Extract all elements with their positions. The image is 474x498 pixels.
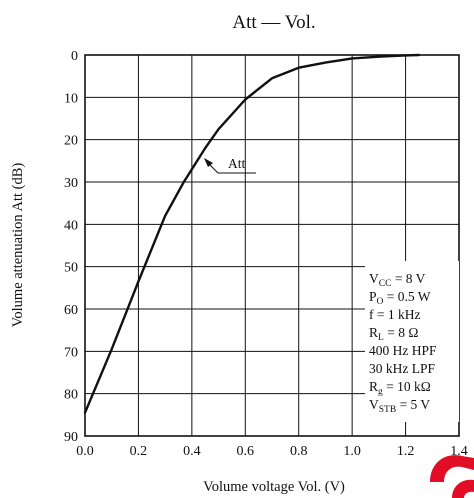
annotation-leader (205, 160, 256, 174)
y-tick-label: 10 (64, 91, 78, 106)
y-tick-label: 30 (64, 176, 78, 191)
condition-line: PO = 0.5 W (369, 289, 431, 307)
y-tick-label: 60 (64, 303, 78, 318)
x-tick-label: 0.6 (237, 444, 255, 459)
annotation-label: Att (228, 156, 246, 171)
x-tick-label: 0.4 (183, 444, 201, 459)
y-axis-label: Volume attenuation Att (dB) (10, 163, 26, 328)
y-tick-label: 80 (64, 388, 78, 403)
x-tick-label: 1.0 (343, 444, 361, 459)
conditions-box: VCC = 8 VPO = 0.5 Wf = 1 kHz RL = 8 Ω400 … (365, 261, 459, 422)
y-axis-ticks: 0 10 20 30 40 50 60 70 80 90 (64, 49, 78, 445)
plot-frame (84, 54, 460, 437)
annotation-arrowhead (204, 158, 213, 167)
watermark-logo (430, 455, 474, 498)
x-tick-label: 0.2 (130, 444, 148, 459)
y-tick-label: 40 (64, 218, 78, 233)
x-axis-ticks: 0.0 0.2 0.4 0.6 0.8 1.0 1.2 1.4 (76, 444, 468, 459)
condition-line: VCC = 8 V (369, 271, 426, 289)
y-tick-label: 90 (64, 430, 78, 445)
x-tick-label: 0.8 (290, 444, 308, 459)
x-tick-label: 1.2 (397, 444, 415, 459)
conditions-box-bg (365, 261, 459, 422)
chart-title: Att — Vol. (232, 12, 315, 33)
condition-line: VSTB = 5 V (369, 397, 430, 415)
series-line-att (83, 53, 421, 414)
condition-line: RL = 8 Ω (369, 325, 418, 343)
x-tick-label: 0.0 (76, 444, 94, 459)
condition-line: f = 1 kHz (369, 307, 420, 322)
annotation: Att (204, 156, 256, 174)
y-tick-label: 70 (64, 345, 78, 360)
x-axis-label: Volume voltage Vol. (V) (203, 479, 345, 495)
condition-line: Rg = 10 kΩ (369, 379, 431, 397)
condition-line: 400 Hz HPF (369, 343, 437, 358)
y-tick-label: 0 (71, 49, 78, 64)
condition-line: 30 kHz LPF (369, 361, 435, 376)
y-tick-label: 50 (64, 261, 78, 276)
y-tick-label: 20 (64, 134, 78, 149)
series-layer (83, 53, 421, 414)
